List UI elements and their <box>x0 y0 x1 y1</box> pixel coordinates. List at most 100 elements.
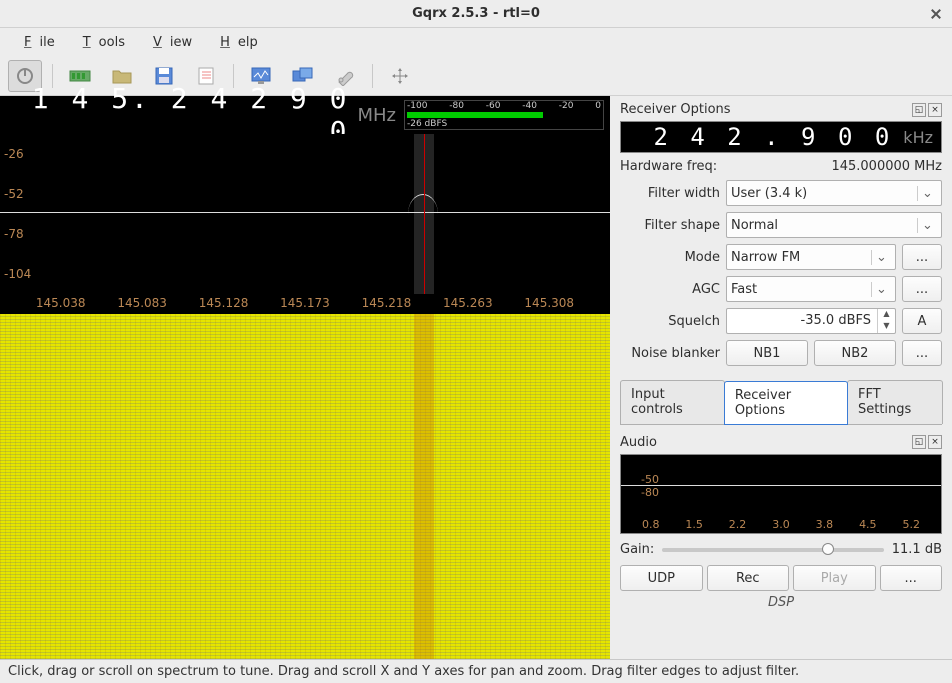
close-panel-icon[interactable]: × <box>928 435 942 449</box>
chevron-down-icon: ⌄ <box>917 186 937 201</box>
nb1-button[interactable]: NB1 <box>726 340 808 366</box>
tab-input-controls[interactable]: Input controls <box>620 380 725 424</box>
play-button[interactable]: Play <box>793 565 876 591</box>
rec-button[interactable]: Rec <box>707 565 790 591</box>
close-panel-icon[interactable]: × <box>928 103 942 117</box>
agc-more-button[interactable]: ... <box>902 276 942 302</box>
audio-more-button[interactable]: ... <box>880 565 943 591</box>
tune-line[interactable] <box>424 134 425 294</box>
left-panel: 1 4 5. 2 4 2 9 0 0 MHz -100 -80 -60 -40 … <box>0 96 610 659</box>
receiver-options-header: Receiver Options ◱ × <box>620 102 942 117</box>
menu-file[interactable]: File <box>8 31 63 54</box>
nb2-button[interactable]: NB2 <box>814 340 896 366</box>
audio-header: Audio ◱ × <box>620 435 942 450</box>
chevron-down-icon: ⌄ <box>917 218 937 233</box>
audio-yaxis: -50 -80 <box>641 473 659 499</box>
combo-value: Fast <box>731 282 757 297</box>
menu-help[interactable]: Help <box>204 31 266 54</box>
frequency-unit: MHz <box>357 105 396 126</box>
yaxis-label: -52 <box>4 187 40 201</box>
yaxis-label: -80 <box>641 486 659 499</box>
toolbar-separator <box>372 64 373 88</box>
mode-more-button[interactable]: ... <box>902 244 942 270</box>
combo-value: Normal <box>731 218 778 233</box>
yaxis-label: -26 <box>4 147 40 161</box>
dsp-label: DSP <box>620 595 942 610</box>
menu-view[interactable]: View <box>137 31 200 54</box>
meter-label: -26 dBFS <box>405 119 603 129</box>
receiver-frequency-display[interactable]: 2 4 2 . 9 0 0 kHz <box>620 121 942 153</box>
meter-tick: -60 <box>486 101 501 111</box>
filter-shape-select[interactable]: Normal ⌄ <box>726 212 942 238</box>
audio-title: Audio <box>620 435 657 450</box>
udp-button[interactable]: UDP <box>620 565 703 591</box>
move-icon <box>390 66 410 86</box>
gain-value: 11.1 dB <box>892 542 942 557</box>
spin-down-icon[interactable]: ▼ <box>878 321 895 333</box>
audio-trace <box>621 485 941 486</box>
meter-tick: 0 <box>595 101 601 111</box>
squelch-spinbox[interactable]: -35.0 dBFS ▲▼ <box>726 308 896 334</box>
xaxis-label: 145.308 <box>524 296 574 312</box>
agc-select[interactable]: Fast ⌄ <box>726 276 896 302</box>
move-button[interactable] <box>383 60 417 92</box>
spin-up-icon[interactable]: ▲ <box>878 309 895 321</box>
tab-receiver-options[interactable]: Receiver Options <box>724 381 848 425</box>
audio-scope[interactable]: -50 -80 0.8 1.5 2.2 3.0 3.8 4.5 5.2 <box>620 454 942 534</box>
menu-tools[interactable]: Tools <box>67 31 133 54</box>
chevron-down-icon: ⌄ <box>871 250 891 265</box>
mode-select[interactable]: Narrow FM ⌄ <box>726 244 896 270</box>
undock-icon[interactable]: ◱ <box>912 435 926 449</box>
panel-title: Receiver Options <box>620 102 731 117</box>
undock-icon[interactable]: ◱ <box>912 103 926 117</box>
receiver-frequency: 2 4 2 . 9 0 0 <box>653 123 893 151</box>
xaxis-label: 145.263 <box>443 296 493 312</box>
spectrum-trace <box>0 212 610 214</box>
squelch-auto-button[interactable]: A <box>902 308 942 334</box>
meter-scale: -100 -80 -60 -40 -20 0 <box>405 101 603 111</box>
menubar: File Tools View Help <box>0 28 952 56</box>
xaxis-label: 0.8 <box>642 518 660 531</box>
xaxis-label: 145.218 <box>362 296 412 312</box>
spectrum-yaxis[interactable]: -26 -52 -78 -104 <box>4 134 40 294</box>
spectrum-plot[interactable]: -26 -52 -78 -104 145.038 145.083 145.128… <box>0 134 610 314</box>
hardware-freq-label: Hardware freq: <box>620 159 717 174</box>
spectrum-xaxis[interactable]: 145.038 145.083 145.128 145.173 145.218 … <box>0 296 610 312</box>
filter-width-select[interactable]: User (3.4 k) ⌄ <box>726 180 942 206</box>
xaxis-label: 4.5 <box>859 518 877 531</box>
status-bar: Click, drag or scroll on spectrum to tun… <box>0 659 952 683</box>
xaxis-label: 3.0 <box>772 518 790 531</box>
xaxis-label: 3.8 <box>816 518 834 531</box>
filter-shape-label: Filter shape <box>620 218 720 233</box>
squelch-label: Squelch <box>620 314 720 329</box>
spinbox-value: -35.0 dBFS <box>727 309 877 333</box>
combo-value: Narrow FM <box>731 250 800 265</box>
noise-blanker-label: Noise blanker <box>620 346 720 361</box>
meter-bar <box>407 112 601 118</box>
signal-meter: -100 -80 -60 -40 -20 0 -26 dBFS <box>404 100 604 130</box>
right-panel: Receiver Options ◱ × 2 4 2 . 9 0 0 kHz H… <box>610 96 952 659</box>
filter-width-label: Filter width <box>620 186 720 201</box>
waterfall-plot[interactable] <box>0 314 610 659</box>
meter-tick: -20 <box>559 101 574 111</box>
waterfall-tune-column <box>414 314 434 659</box>
slider-thumb[interactable] <box>822 543 834 555</box>
mode-label: Mode <box>620 250 720 265</box>
tab-fft-settings[interactable]: FFT Settings <box>847 380 943 424</box>
meter-tick: -40 <box>522 101 537 111</box>
chevron-down-icon: ⌄ <box>871 282 891 297</box>
xaxis-label: 1.5 <box>685 518 703 531</box>
frequency-bar: 1 4 5. 2 4 2 9 0 0 MHz -100 -80 -60 -40 … <box>0 96 610 134</box>
xaxis-label: 145.038 <box>36 296 86 312</box>
nb-more-button[interactable]: ... <box>902 340 942 366</box>
gain-label: Gain: <box>620 542 654 557</box>
tab-strip: Input controls Receiver Options FFT Sett… <box>620 380 942 425</box>
close-icon[interactable] <box>928 6 944 22</box>
yaxis-label: -50 <box>641 473 659 486</box>
xaxis-label: 5.2 <box>902 518 920 531</box>
gain-slider[interactable] <box>662 548 883 552</box>
status-text: Click, drag or scroll on spectrum to tun… <box>8 664 799 679</box>
main-content: 1 4 5. 2 4 2 9 0 0 MHz -100 -80 -60 -40 … <box>0 96 952 659</box>
xaxis-label: 145.083 <box>117 296 167 312</box>
agc-label: AGC <box>620 282 720 297</box>
